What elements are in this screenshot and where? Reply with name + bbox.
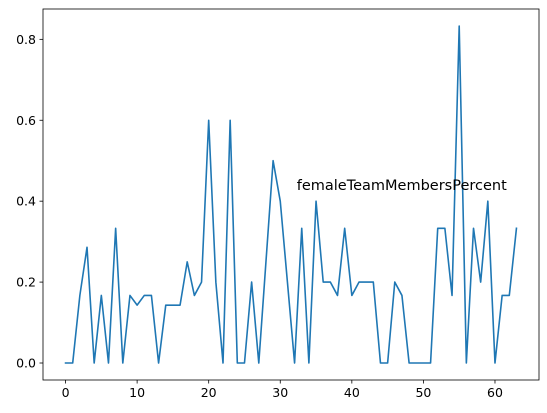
x-tick-label: 60 xyxy=(487,385,503,400)
x-tick-label: 30 xyxy=(272,385,288,400)
y-axis: 0.0 0.2 0.4 0.6 0.8 xyxy=(16,32,43,371)
x-tick-label: 20 xyxy=(201,385,217,400)
y-tick-label: 0.8 xyxy=(16,32,36,47)
y-tick-label: 0.2 xyxy=(16,275,36,290)
x-tick-label: 0 xyxy=(62,385,70,400)
annotation-label: femaleTeamMembersPercent xyxy=(297,178,507,194)
y-tick-label: 0.4 xyxy=(16,194,36,209)
plot-frame xyxy=(42,8,540,381)
x-axis: 0 10 20 30 40 50 60 xyxy=(62,380,503,400)
x-tick-label: 10 xyxy=(129,385,145,400)
y-tick-label: 0.0 xyxy=(16,356,36,371)
series-layer xyxy=(64,25,518,364)
series-line xyxy=(64,25,518,364)
x-tick-label: 50 xyxy=(415,385,431,400)
x-tick-label: 40 xyxy=(344,385,360,400)
y-tick-label: 0.6 xyxy=(16,113,36,128)
